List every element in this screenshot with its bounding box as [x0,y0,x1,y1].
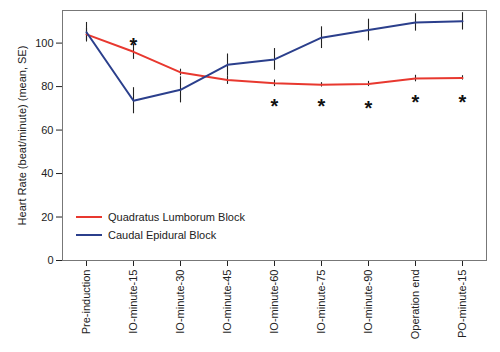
html-text:Caudal Epidural Block: Caudal Epidural Block [108,229,217,241]
svg-text:IO-minute-60: IO-minute-60 [268,270,280,334]
svg-text:*: * [130,34,138,56]
svg-text:PO-minute-15: PO-minute-15 [456,270,468,338]
svg-text:*: * [318,95,326,117]
svg-text:IO-minute-90: IO-minute-90 [362,270,374,334]
svg-text:IO-minute-45: IO-minute-45 [221,270,233,334]
svg-text:20: 20 [41,211,53,223]
svg-text:40: 40 [41,167,53,179]
svg-text:IO-minute-15: IO-minute-15 [127,270,139,334]
svg-text:80: 80 [41,80,53,92]
svg-text:Operation end: Operation end [409,270,421,340]
svg-text:100: 100 [35,37,53,49]
svg-text:IO-minute-30: IO-minute-30 [174,270,186,334]
svg-text:60: 60 [41,124,53,136]
svg-text:IO-minute-75: IO-minute-75 [315,270,327,334]
svg-text:*: * [271,95,279,117]
svg-text:*: * [412,91,420,113]
svg-text:*: * [459,91,467,113]
svg-text:*: * [365,97,373,119]
html-text:Quadratus Lumborum Block: Quadratus Lumborum Block [108,211,245,223]
svg-text:Heart Rate (beat/minute) (mean: Heart Rate (beat/minute) (mean, SE) [16,46,28,226]
svg-text:Pre-induction: Pre-induction [80,270,92,335]
svg-text:0: 0 [47,254,53,266]
